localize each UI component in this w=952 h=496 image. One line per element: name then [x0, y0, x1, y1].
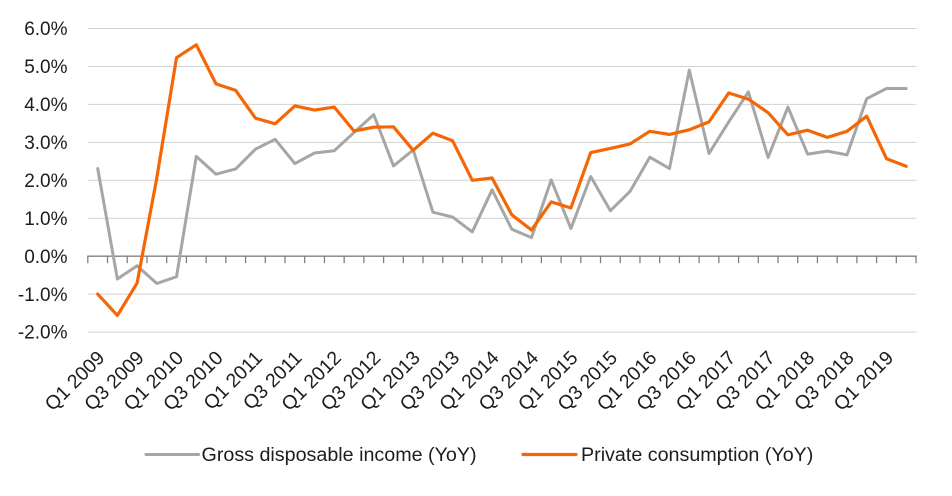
- svg-text:0.0%: 0.0%: [24, 247, 67, 268]
- svg-text:3.0%: 3.0%: [24, 133, 67, 154]
- svg-text:-1.0%: -1.0%: [18, 285, 68, 306]
- svg-text:Gross disposable income (YoY): Gross disposable income (YoY): [202, 444, 477, 466]
- svg-text:6.0%: 6.0%: [24, 19, 67, 40]
- svg-text:1.0%: 1.0%: [24, 209, 67, 230]
- svg-text:2.0%: 2.0%: [24, 171, 67, 192]
- svg-text:4.0%: 4.0%: [24, 95, 67, 116]
- svg-text:-2.0%: -2.0%: [18, 323, 68, 344]
- svg-text:Private consumption (YoY): Private consumption (YoY): [581, 444, 813, 466]
- svg-text:5.0%: 5.0%: [24, 57, 67, 78]
